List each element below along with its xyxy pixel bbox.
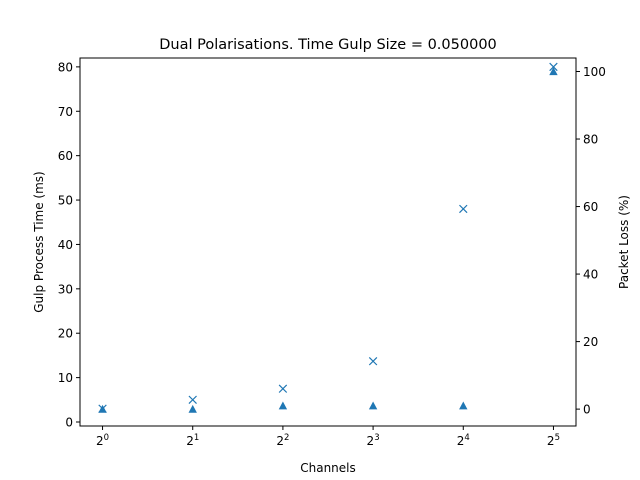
loss-marker	[368, 401, 378, 410]
x-tick-label: 22	[276, 433, 289, 448]
y2-axis-label: Packet Loss (%)	[617, 195, 631, 289]
y2-tick-label: 40	[583, 268, 598, 282]
plot-frame	[79, 57, 577, 427]
loss-marker	[278, 401, 288, 410]
y-tick-label: 0	[65, 416, 73, 430]
y-tick-label: 80	[58, 60, 73, 74]
time-marker	[549, 62, 558, 72]
y2-tick-label: 100	[583, 65, 606, 79]
x-tick-label: 21	[186, 433, 199, 448]
x-tick-label: 20	[96, 433, 109, 448]
y-tick-label: 70	[58, 105, 73, 119]
time-marker	[459, 204, 468, 214]
time-marker	[188, 395, 197, 405]
x-axis-label: Channels	[300, 461, 356, 475]
chart-title: Dual Polarisations. Time Gulp Size = 0.0…	[159, 37, 497, 53]
x-tick-label: 23	[367, 433, 380, 448]
plot-area: 20 21 22 23 24 25 0 10 20 30 40 50 60 70 80 0 20 40 60 80 10…	[58, 57, 606, 448]
y-tick-label: 30	[58, 282, 73, 296]
time-marker	[278, 384, 288, 393]
y-tick-label: 10	[58, 371, 73, 385]
loss-marker	[98, 404, 107, 413]
x-tick-label: 25	[547, 433, 560, 448]
loss-marker	[459, 401, 468, 410]
time-marker	[368, 356, 378, 366]
loss-marker	[549, 67, 558, 76]
y2-tick-label: 60	[583, 200, 598, 214]
y2-tick-label: 80	[583, 133, 598, 147]
y-axis-label: Gulp Process Time (ms)	[32, 171, 46, 313]
y2-tick-label: 0	[583, 403, 591, 417]
y-tick-label: 40	[58, 238, 73, 252]
y2-tick-label: 20	[583, 335, 598, 349]
y-tick-label: 60	[58, 149, 73, 163]
y-tick-label: 50	[58, 194, 73, 208]
y-tick-label: 20	[58, 327, 73, 341]
loss-marker	[188, 404, 197, 413]
x-tick-label: 24	[457, 433, 470, 448]
